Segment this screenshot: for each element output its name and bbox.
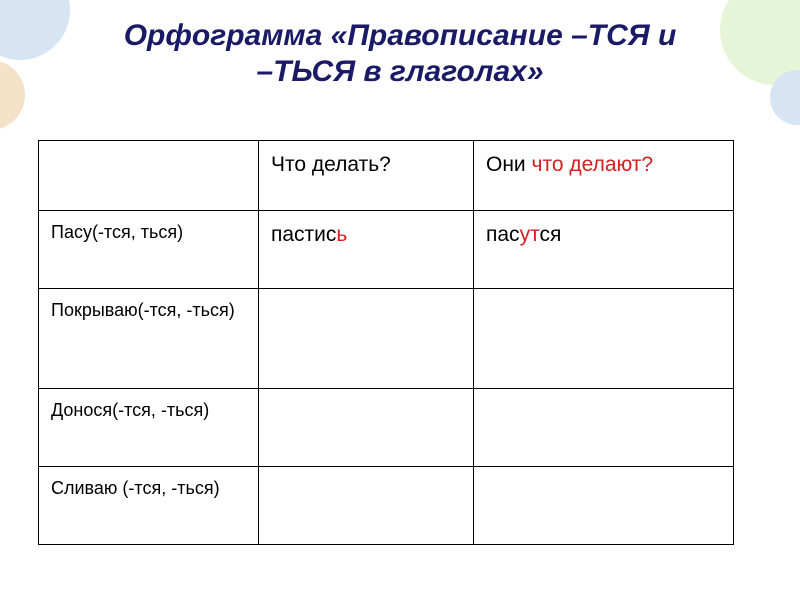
header-text: Что делать? [271,153,391,176]
header-cell-infinitive: Что делать? [259,141,474,211]
decoration-circle [770,70,800,125]
stem-cell: Пасу(-тся, ться) [39,211,259,289]
infinitive-cell [259,289,474,389]
word-tail: ся [539,223,561,246]
word-highlight: ь [336,223,347,246]
header-text-red: что делают? [532,153,654,176]
stem-text: Сливаю (-тся, -ться) [51,478,220,498]
decoration-circle [0,60,25,130]
infinitive-cell [259,467,474,545]
stem-text: Покрываю(-тся, -ться) [51,300,235,320]
plural-cell [474,467,734,545]
word-highlight: ут [520,223,540,246]
table-row: Покрываю(-тся, -ться) [39,289,734,389]
header-text-black: Они [486,153,532,176]
stem-text: Донося(-тся, -ться) [51,400,209,420]
title-line-1: Орфограмма «Правописание –ТСЯ и [40,18,760,54]
plural-cell [474,389,734,467]
plural-cell [474,289,734,389]
stem-cell: Сливаю (-тся, -ться) [39,467,259,545]
plural-cell: пасутся [474,211,734,289]
table-row: Пасу(-тся, ться)пастисьпасутся [39,211,734,289]
stem-text: Пасу(-тся, ться) [51,222,183,242]
page-title: Орфограмма «Правописание –ТСЯ и –ТЬСЯ в … [40,18,760,90]
grammar-table: Что делать? Они что делают? Пасу(-тся, т… [38,140,734,545]
infinitive-cell: пастись [259,211,474,289]
table-row: Донося(-тся, -ться) [39,389,734,467]
word-stem: пас [486,223,520,246]
word-stem: пастис [271,223,336,246]
header-cell-empty [39,141,259,211]
infinitive-cell [259,389,474,467]
header-cell-plural: Они что делают? [474,141,734,211]
title-line-2: –ТЬСЯ в глаголах» [40,54,760,90]
stem-cell: Покрываю(-тся, -ться) [39,289,259,389]
table-header-row: Что делать? Они что делают? [39,141,734,211]
table-row: Сливаю (-тся, -ться) [39,467,734,545]
stem-cell: Донося(-тся, -ться) [39,389,259,467]
